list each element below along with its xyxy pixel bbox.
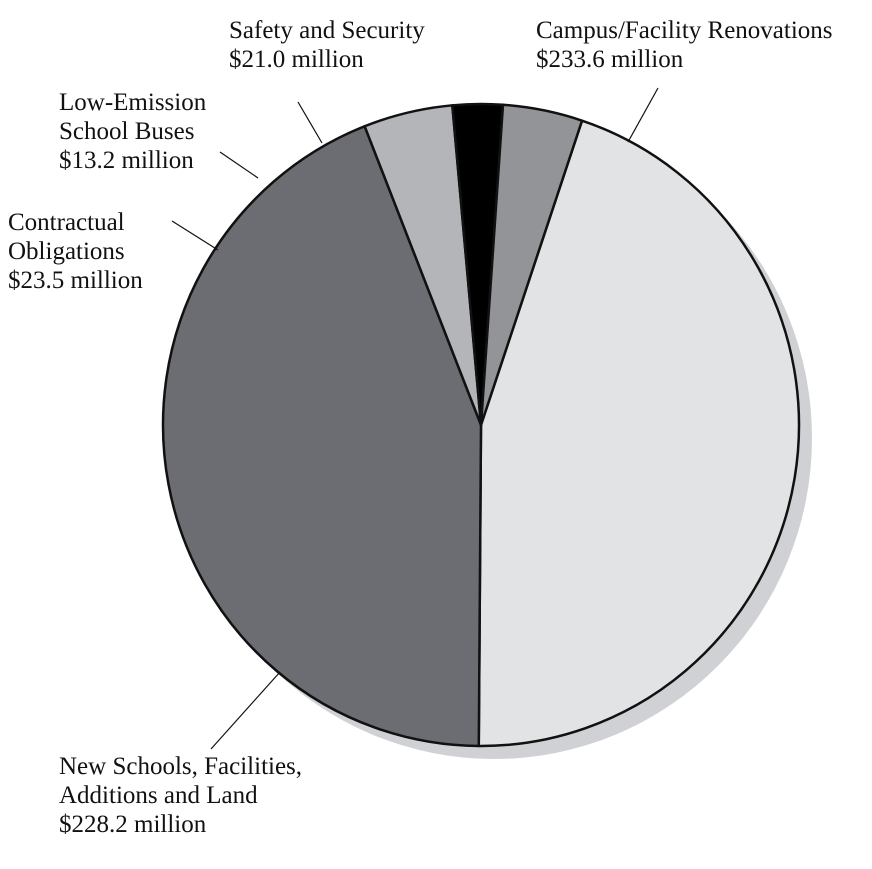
leader-lines	[171, 87, 659, 750]
label-line: Campus/Facility Renovations	[536, 17, 833, 44]
label-new-schools-facilities: New Schools, Facilities, Additions and La…	[59, 753, 302, 838]
label-line: Safety and Security	[229, 17, 425, 44]
slice-campus-facility-renovations	[477, 119, 801, 748]
slice-safety-and-security	[479, 103, 584, 427]
label-line: School Buses	[59, 118, 194, 145]
leader-line-new-schools-facilities	[210, 671, 281, 750]
label-line: Additions and Land	[59, 782, 258, 809]
label-line: New Schools, Facilities,	[59, 753, 302, 780]
leader-line-safety-and-security	[297, 101, 323, 144]
leader-line-low-emission-school-buses	[219, 151, 259, 179]
label-value: $233.6 million	[536, 46, 684, 73]
label-line: Obligations	[8, 238, 125, 265]
leader-line-campus-facility-renovations	[627, 87, 659, 143]
label-value: $13.2 million	[59, 147, 194, 174]
leader-line-contractual-obligations	[171, 220, 219, 251]
label-line: Low-Emission	[59, 89, 207, 116]
label-low-emission-school-buses: Low-Emission School Buses $13.2 million	[59, 89, 207, 174]
pie-slices	[161, 102, 801, 748]
label-value: $228.2 million	[59, 811, 207, 838]
slice-new-schools-facilities	[161, 125, 483, 748]
label-campus-facility-renovations: Campus/Facility Renovations $233.6 millio…	[536, 17, 833, 73]
label-line: Contractual	[8, 209, 125, 236]
label-safety-and-security: Safety and Security $21.0 million	[229, 17, 425, 73]
label-contractual-obligations: Contractual Obligations $23.5 million	[8, 209, 143, 294]
label-value: $23.5 million	[8, 267, 143, 294]
slice-labels: Campus/Facility Renovations $233.6 millio…	[8, 17, 833, 838]
label-value: $21.0 million	[229, 46, 364, 73]
